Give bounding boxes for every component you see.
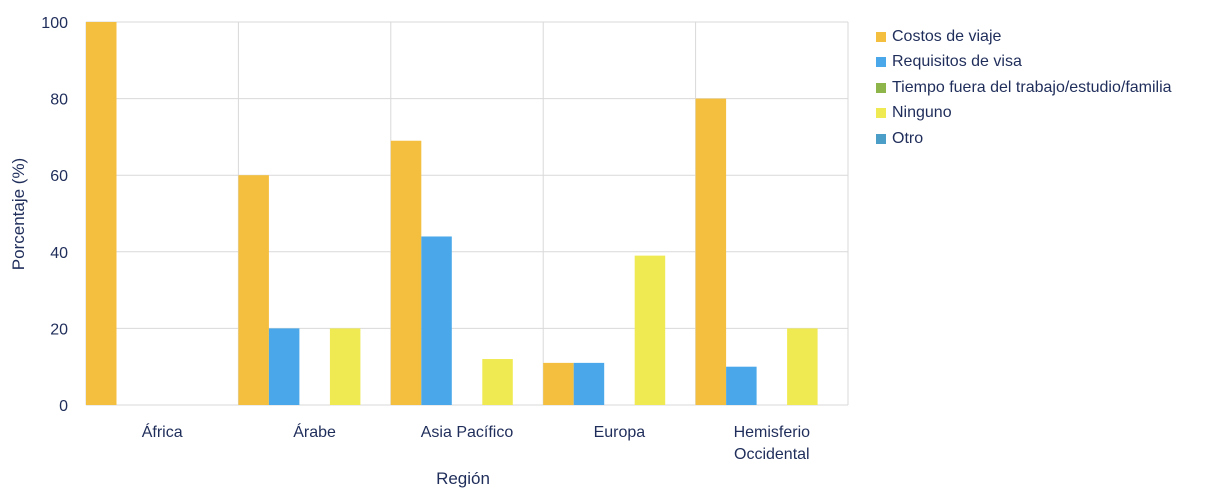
legend-swatch — [876, 57, 886, 68]
legend-label: Tiempo fuera del trabajo/estudio/familia — [892, 78, 1172, 96]
bar — [695, 98, 727, 405]
bar — [421, 236, 452, 405]
x-tick-label: Hemisferio — [734, 424, 811, 441]
bar — [268, 328, 300, 405]
bar — [634, 255, 666, 405]
legend: Costos de viaje Requisitos de visa Tiempo … — [876, 24, 1172, 152]
y-tick-label: 40 — [50, 245, 68, 262]
y-axis-label: Porcentaje (%) — [9, 158, 28, 270]
x-tick-label: Europa — [594, 424, 646, 441]
bar — [238, 175, 269, 405]
x-tick-label: Occidental — [734, 446, 810, 463]
legend-item: Costos de viaje — [876, 24, 1172, 50]
legend-swatch — [876, 133, 886, 144]
legend-label: Otro — [892, 129, 924, 147]
y-tick-label: 20 — [50, 321, 68, 338]
legend-item: Tiempo fuera del trabajo/estudio/familia — [876, 75, 1172, 101]
x-axis-ticks: África Árabe Asia Pacífico Europa Hemisferio… — [142, 422, 810, 463]
x-axis-label: Región — [436, 469, 490, 488]
bar — [726, 366, 757, 405]
bar — [329, 328, 361, 405]
legend-swatch — [876, 82, 886, 93]
bar — [573, 362, 605, 405]
gridlines — [85, 21, 849, 406]
bar — [482, 359, 513, 405]
x-tick-label: Asia Pacífico — [421, 424, 514, 441]
legend-item: Ninguno — [876, 101, 1172, 127]
legend-swatch — [876, 31, 886, 42]
bars — [86, 22, 818, 406]
bar — [86, 22, 117, 405]
bar — [543, 362, 574, 405]
y-axis-ticks: 0 20 40 60 80 100 — [41, 15, 68, 415]
y-tick-label: 60 — [50, 168, 68, 185]
bar — [390, 140, 422, 406]
y-tick-label: 80 — [50, 92, 68, 109]
legend-label: Ninguno — [892, 104, 952, 122]
x-tick-label: Árabe — [293, 422, 336, 441]
legend-swatch — [876, 108, 886, 119]
legend-item: Requisitos de visa — [876, 50, 1172, 76]
x-tick-label: África — [142, 422, 183, 441]
legend-label: Costos de viaje — [892, 27, 1002, 45]
y-tick-label: 0 — [59, 398, 68, 415]
legend-label: Requisitos de visa — [892, 53, 1022, 71]
legend-item: Otro — [876, 126, 1172, 152]
y-tick-label: 100 — [41, 15, 68, 32]
bar — [787, 328, 818, 405]
